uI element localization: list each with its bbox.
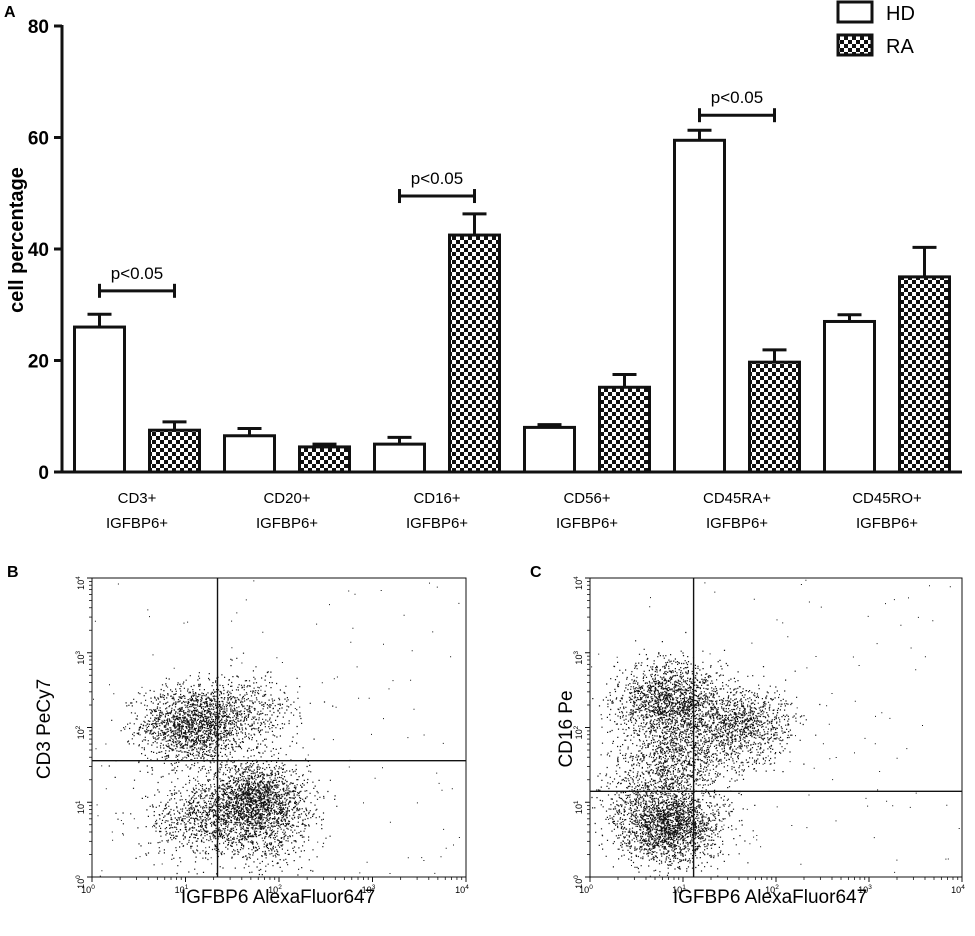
category-label-line2: IGFBP6+ xyxy=(706,515,768,532)
category-label-line1: CD56+ xyxy=(563,490,610,507)
bar-hd xyxy=(373,442,426,474)
y-tick-label: 101 xyxy=(573,800,584,814)
plot-frame xyxy=(91,577,467,878)
panel-b-y-axis-title: CD3 PeCy7 xyxy=(34,679,55,779)
y-tick-label: 100 xyxy=(573,875,584,889)
category-label-line1: CD20+ xyxy=(263,490,310,507)
category-label-line2: IGFBP6+ xyxy=(856,515,918,532)
x-tick-label: 103 xyxy=(858,884,872,895)
legend-swatch-ra xyxy=(836,33,874,57)
y-tick-label: 104 xyxy=(573,576,584,590)
y-tick-label: 101 xyxy=(75,800,86,814)
bar-ra xyxy=(748,360,801,474)
category-label-line2: IGFBP6+ xyxy=(406,515,468,532)
bar-ra xyxy=(898,275,951,474)
y-tick-label: 103 xyxy=(75,651,86,665)
category-label-line1: CD3+ xyxy=(118,490,157,507)
bar-hd xyxy=(523,425,576,474)
panel-a-legend: HD RA xyxy=(836,0,915,58)
x-tick-label: 101 xyxy=(175,884,189,895)
legend-label-ra: RA xyxy=(886,36,914,58)
y-tick-label: 100 xyxy=(75,875,86,889)
panel-a-bars xyxy=(73,128,951,474)
x-tick-label: 100 xyxy=(81,884,95,895)
legend-swatch-hd xyxy=(836,0,874,24)
significance-label: p<0.05 xyxy=(111,264,163,283)
x-tick-label: 102 xyxy=(765,884,779,895)
y-tick-label: 102 xyxy=(75,725,86,739)
x-tick-label: 102 xyxy=(268,884,282,895)
panel-a-y-axis-title: cell percentage xyxy=(6,167,28,313)
significance-label: p<0.05 xyxy=(411,169,463,188)
panel-c-x-axis-title: IGFBP6 AlexaFluor647 xyxy=(673,887,867,908)
y-tick-label: 40 xyxy=(28,240,49,261)
bar-hd xyxy=(673,138,726,474)
category-label-line2: IGFBP6+ xyxy=(256,515,318,532)
category-label-line1: CD45RA+ xyxy=(703,490,771,507)
category-label-line1: CD16+ xyxy=(413,490,460,507)
x-tick-label: 104 xyxy=(951,884,965,895)
y-tick-label: 20 xyxy=(28,352,49,373)
events-layer xyxy=(591,579,960,877)
bar-hd xyxy=(73,325,126,474)
x-tick-label: 101 xyxy=(672,884,686,895)
panel-c-y-axis-title: CD16 Pe xyxy=(556,690,577,767)
bar-ra xyxy=(598,385,651,474)
y-tick-label: 60 xyxy=(28,129,49,150)
panel-a-label: A xyxy=(4,4,16,21)
significance-label: p<0.05 xyxy=(711,88,763,107)
y-tick-label: 103 xyxy=(573,651,584,665)
bar-hd xyxy=(823,319,876,474)
y-tick-label: 0 xyxy=(38,463,49,484)
x-tick-label: 103 xyxy=(362,884,376,895)
bar-hd xyxy=(223,434,276,474)
bar-ra xyxy=(298,445,351,474)
event-dots xyxy=(591,579,960,877)
panel-b-label: B xyxy=(7,564,19,581)
bar-ra xyxy=(448,233,501,474)
category-label-line2: IGFBP6+ xyxy=(556,515,618,532)
panel-a-axes: 0 20 40 60 80 CD3+ IGFBP6+ CD20+ IGFBP6+ CD16+ IGF… xyxy=(28,17,962,532)
bar-ra xyxy=(148,428,201,474)
panel-b-x-axis-title: IGFBP6 AlexaFluor647 xyxy=(181,887,375,908)
y-tick-label: 80 xyxy=(28,17,49,38)
y-tick-label: 104 xyxy=(75,576,86,590)
x-tick-label: 100 xyxy=(579,884,593,895)
y-tick-label: 102 xyxy=(573,725,584,739)
category-label-line1: CD45RO+ xyxy=(852,490,922,507)
category-label-line2: IGFBP6+ xyxy=(106,515,168,532)
panel-c-label: C xyxy=(530,564,542,581)
legend-label-hd: HD xyxy=(886,3,915,25)
x-tick-label: 104 xyxy=(455,884,469,895)
panel-a-bar-chart: A cell percentage 0 20 40 60 80 CD3+ IGFBP6+ CD… xyxy=(4,0,962,532)
panel-a-significance-annotations: p<0.05 p<0.05 p<0.05 xyxy=(98,88,776,298)
